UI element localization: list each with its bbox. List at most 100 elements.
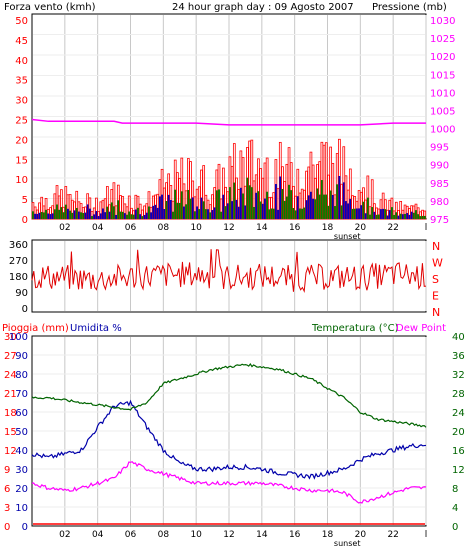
temperature-axis-tick: 16 (452, 446, 465, 457)
wind-average-bar (399, 213, 402, 219)
wind-average-bar (318, 194, 321, 219)
temperature-axis-tick: 12 (452, 465, 465, 476)
wind-average-bar (209, 212, 212, 219)
wind-average-bar (97, 215, 100, 219)
wind-average-bar (401, 214, 404, 219)
sunset-label-wind: sunset (334, 232, 361, 241)
wind-average-bar (36, 213, 39, 219)
wind-average-bar (226, 203, 229, 219)
wind-average-bar (235, 199, 238, 219)
direction-axis-tick: 90 (15, 288, 28, 299)
wind-average-bar (421, 215, 424, 219)
x-tick-temp: 22 (387, 530, 398, 540)
x-tick-wind: 02 (59, 223, 70, 233)
wind-average-bar (233, 182, 236, 219)
temperature-line (31, 363, 427, 428)
compass-letter: N (432, 240, 440, 253)
humidity-axis-tick: 30 (15, 465, 28, 476)
wind-average-bar (75, 207, 78, 219)
wind-average-bar (419, 216, 422, 219)
rain-axis-tick: 0 (4, 522, 10, 533)
wind-average-bar (292, 208, 295, 219)
wind-average-bar (141, 216, 144, 219)
wind-average-bar (261, 203, 264, 219)
wind-average-bar (248, 185, 251, 219)
wind-average-bar (154, 204, 157, 219)
sunset-label-temp: sunset (334, 539, 361, 548)
wind-average-bar (382, 208, 385, 219)
x-tick-temp: 04 (92, 530, 104, 540)
rain-axis-tick: 6 (4, 484, 10, 495)
humidity-line (31, 399, 427, 480)
wind-average-bar (189, 198, 192, 219)
wind-average-bar (51, 213, 54, 219)
wind-average-bar (279, 176, 282, 219)
wind-average-bar (362, 201, 365, 219)
wind-average-bar (80, 212, 83, 219)
wind-average-bar (301, 208, 304, 219)
wind-average-bar (176, 202, 179, 219)
temperature-axis-tick: 20 (452, 427, 465, 438)
wind-average-bar (220, 211, 223, 219)
temperature-axis-tick: 40 (452, 332, 465, 343)
rain-axis-tick: 30 (4, 332, 17, 343)
wind-average-bar (38, 212, 41, 219)
wind-average-bar (191, 197, 194, 219)
wind-average-bar (353, 208, 356, 219)
pressure-axis-tick: 1005 (430, 106, 455, 117)
wind-average-bar (242, 193, 245, 219)
rain-axis-tick: 24 (4, 370, 17, 381)
wind-average-bar (296, 196, 299, 219)
temperature-axis-tick: 24 (452, 408, 465, 419)
wind-average-bar (264, 198, 266, 219)
wind-average-bar (167, 194, 170, 219)
wind-average-bar (231, 201, 234, 219)
wind-axis-tick: 15 (15, 155, 28, 166)
wind-average-bar (334, 206, 336, 219)
rain-axis-tick: 27 (4, 351, 17, 362)
wind-average-bar (309, 191, 312, 219)
wind-average-bar (169, 200, 172, 219)
wind-average-bar (325, 194, 328, 219)
pressure-axis-tick: 1000 (430, 125, 455, 136)
wind-average-bar (202, 201, 205, 219)
wind-average-bar (207, 209, 209, 219)
wind-average-bar (384, 209, 387, 219)
x-tick-wind: l (425, 223, 428, 233)
wind-average-bar (165, 201, 168, 219)
rain-axis-tick: 9 (4, 465, 10, 476)
wind-average-bar (246, 177, 249, 219)
wind-average-bar (342, 182, 345, 219)
wind-average-bar (222, 194, 225, 219)
rain-axis-tick: 12 (4, 446, 17, 457)
wind-average-bar (211, 210, 214, 219)
dewpoint-line (31, 460, 427, 504)
wind-average-bar (156, 207, 159, 219)
wind-average-bar (299, 208, 301, 219)
wind-average-bar (73, 210, 76, 219)
wind-average-bar (104, 212, 107, 219)
x-tick-temp: 20 (355, 530, 367, 540)
wind-average-bar (266, 191, 269, 219)
wind-average-bar (139, 214, 142, 219)
wind-average-bar (272, 208, 275, 219)
wind-average-bar (134, 209, 137, 219)
wind-average-bar (329, 190, 332, 219)
wind-average-bar (244, 205, 247, 219)
wind-average-bar (417, 214, 420, 219)
humidity-axis-tick: 70 (15, 389, 28, 400)
wind-average-bar (34, 213, 37, 219)
wind-average-bar (224, 206, 227, 219)
wind-average-bar (415, 210, 417, 219)
humidity-axis-tick: 90 (15, 351, 28, 362)
wind-direction-line (31, 249, 427, 293)
temperature-axis-title: Temperatura (°C) (311, 323, 399, 334)
wind-average-bar (358, 208, 361, 219)
wind-average-bar (47, 213, 50, 219)
wind-average-bar (285, 196, 288, 219)
wind-average-bar (174, 189, 177, 219)
wind-average-bar (397, 215, 400, 219)
wind-average-bar (45, 209, 48, 219)
wind-average-bar (200, 197, 203, 219)
wind-axis-tick: 50 (15, 16, 28, 27)
